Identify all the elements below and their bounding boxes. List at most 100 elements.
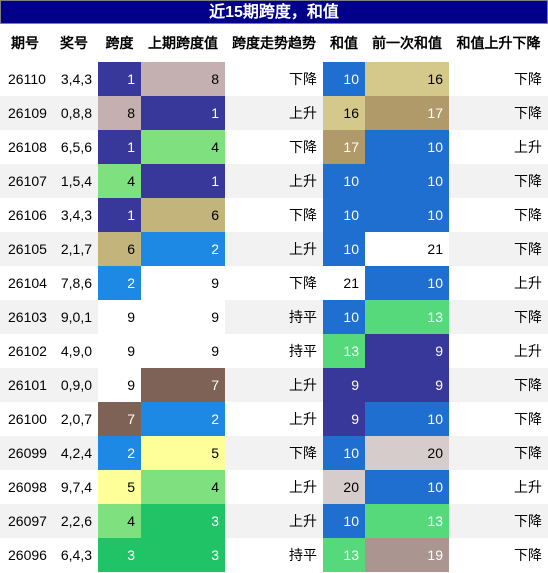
table-cell: 5 (98, 470, 141, 504)
table-cell: 26096 (8, 547, 47, 563)
table-cell: 4,2,4 (50, 436, 98, 470)
table-cell: 10 (365, 130, 449, 164)
table-cell: 26108 (8, 139, 47, 155)
table-cell: 下降 (225, 436, 323, 470)
table-cell: 2,0,7 (60, 411, 92, 427)
table-cell: 9 (141, 334, 225, 368)
table-cell: 13 (365, 504, 449, 538)
table-row: 26096 6,4,3 3 3 持平 13 19 下降 (0, 538, 548, 572)
table-cell: 上升 (514, 343, 542, 359)
table-cell: 1,5,4 (50, 164, 98, 198)
table-cell: 10 (323, 164, 365, 198)
table-cell: 7 (98, 402, 141, 436)
table-cell: 1 (98, 198, 141, 232)
table-cell: 上升 (225, 164, 323, 198)
table-cell: 4 (141, 130, 225, 164)
table-title: 近15期跨度，和值 (0, 0, 548, 24)
table-cell: 10 (323, 62, 365, 96)
table-cell: 3,4,3 (60, 71, 92, 87)
table-cell: 3,4,3 (60, 207, 92, 223)
table-cell: 下降 (449, 300, 548, 334)
table-cell: 17 (365, 96, 449, 130)
table-cell: 26102 (8, 343, 47, 359)
table-cell: 下降 (449, 232, 548, 266)
column-header: 上期跨度值 (148, 35, 218, 51)
table-cell: 13 (365, 300, 449, 334)
table-cell: 上升 (225, 368, 323, 402)
table-row: 26100 2,0,7 7 2 上升 9 10 下降 (0, 402, 548, 436)
table-cell: 下降 (449, 368, 548, 402)
table-cell: 下降 (449, 504, 548, 538)
header-row: 期号 奖号 跨度 上期跨度值 跨度走势趋势 和值 前一次和值 和值上升下降 (0, 24, 548, 62)
table-cell: 9 (141, 266, 225, 300)
table-cell: 26097 (0, 504, 50, 538)
table-cell: 下降 (289, 139, 317, 155)
table-cell: 2,2,6 (50, 504, 98, 538)
table-cell: 1 (141, 164, 225, 198)
table-cell: 3 (141, 538, 225, 572)
table-cell: 26103 (0, 300, 50, 334)
table-cell: 3 (98, 538, 141, 572)
table-cell: 2 (98, 266, 141, 300)
table-cell: 上升 (225, 232, 323, 266)
table-cell: 上升 (289, 411, 317, 427)
table-cell: 9 (98, 334, 141, 368)
table-row: 26097 2,2,6 4 3 上升 10 13 下降 (0, 504, 548, 538)
table-cell: 26101 (0, 368, 50, 402)
table-cell: 6,5,6 (60, 139, 92, 155)
table-cell: 16 (323, 96, 365, 130)
table-cell: 3 (141, 504, 225, 538)
table-cell: 上升 (225, 504, 323, 538)
table-cell: 0,8,8 (50, 96, 98, 130)
table-cell: 下降 (289, 207, 317, 223)
table-cell: 10 (323, 504, 365, 538)
table-cell: 下降 (449, 164, 548, 198)
table-cell: 26107 (0, 164, 50, 198)
table-cell: 9 (141, 300, 225, 334)
table-cell: 20 (365, 436, 449, 470)
data-table: 期号 奖号 跨度 上期跨度值 跨度走势趋势 和值 前一次和值 和值上升下降 26110 3,4,… (0, 24, 548, 572)
table-cell: 13 (323, 334, 365, 368)
column-header: 和值上升下降 (456, 35, 541, 51)
table-cell: 上升 (514, 275, 542, 291)
table-cell: 下降 (514, 71, 542, 87)
table-cell: 2 (141, 232, 225, 266)
table-cell: 20 (323, 470, 365, 504)
table-cell: 6 (98, 232, 141, 266)
table-cell: 9,7,4 (60, 479, 92, 495)
table-cell: 10 (365, 470, 449, 504)
table-cell: 10 (323, 232, 365, 266)
table-cell: 26098 (8, 479, 47, 495)
table-cell: 9 (365, 334, 449, 368)
table-cell: 2,1,7 (50, 232, 98, 266)
table-row: 26110 3,4,3 1 8 下降 10 16 下降 (0, 62, 548, 96)
table-cell: 1 (141, 96, 225, 130)
table-cell: 9 (323, 402, 365, 436)
table-cell: 下降 (514, 207, 542, 223)
table-cell: 1 (98, 62, 141, 96)
table-cell: 21 (323, 266, 365, 300)
table-cell: 26104 (8, 275, 47, 291)
table-cell: 10 (365, 402, 449, 436)
column-header: 前一次和值 (372, 35, 442, 51)
table-row: 26106 3,4,3 1 6 下降 10 10 下降 (0, 198, 548, 232)
table-row: 26109 0,8,8 8 1 上升 16 17 下降 (0, 96, 548, 130)
table-row: 26101 0,9,0 9 7 上升 9 9 下降 (0, 368, 548, 402)
table-cell: 上升 (225, 96, 323, 130)
column-header: 期号 (11, 35, 39, 51)
table-cell: 13 (323, 538, 365, 572)
table-cell: 2 (98, 436, 141, 470)
table-cell: 4 (98, 164, 141, 198)
table-row: 26104 7,8,6 2 9 下降 21 10 上升 (0, 266, 548, 300)
table-row: 26108 6,5,6 1 4 下降 17 10 上升 (0, 130, 548, 164)
column-header: 和值 (330, 35, 358, 51)
table-cell: 下降 (449, 436, 548, 470)
column-header: 跨度走势趋势 (232, 35, 316, 51)
table-cell: 持平 (225, 300, 323, 334)
column-header: 奖号 (60, 35, 88, 51)
table-row: 26107 1,5,4 4 1 上升 10 10 下降 (0, 164, 548, 198)
table-cell: 0,9,0 (50, 368, 98, 402)
table-cell: 上升 (289, 479, 317, 495)
table-cell: 持平 (289, 343, 317, 359)
table-cell: 持平 (289, 547, 317, 563)
